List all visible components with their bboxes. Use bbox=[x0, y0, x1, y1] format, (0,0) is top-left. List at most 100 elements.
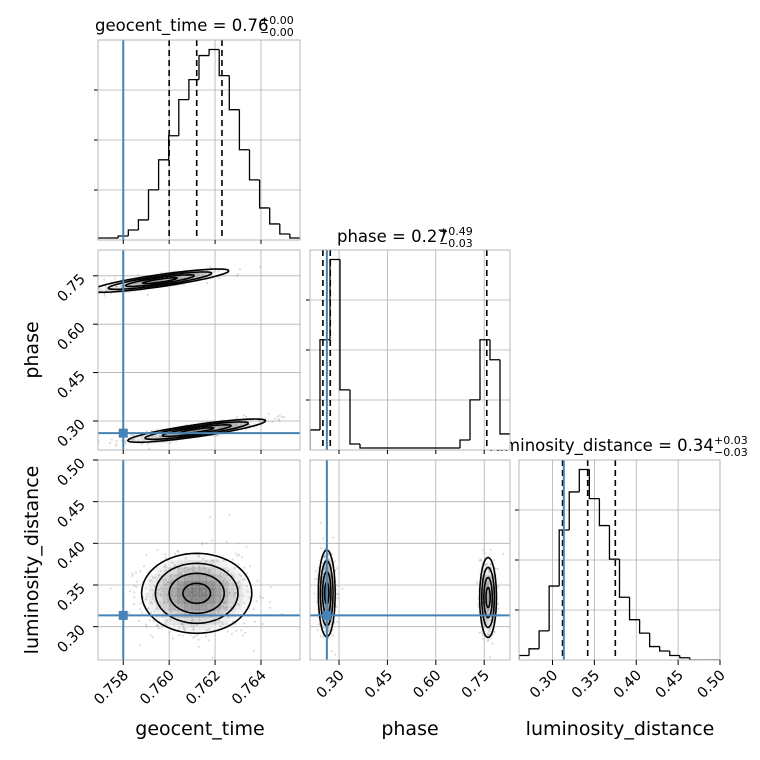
sample-point-1-139 bbox=[198, 579, 201, 582]
sample-point-2-260 bbox=[323, 566, 326, 569]
sample-point-1-582 bbox=[194, 635, 197, 638]
sample-point-1-541 bbox=[174, 598, 177, 602]
sample-point-2-174 bbox=[322, 636, 325, 639]
sample-point-1-203 bbox=[206, 583, 209, 586]
sample-point-1-206 bbox=[184, 593, 188, 596]
sample-point-1-92 bbox=[218, 584, 221, 587]
svg-text:−0.00: −0.00 bbox=[260, 26, 294, 39]
sample-point-1-402 bbox=[202, 590, 205, 593]
density-cell-1-20-6 bbox=[242, 610, 250, 618]
sample-point-2-523 bbox=[327, 627, 330, 630]
contour-0-1-3 bbox=[126, 418, 267, 444]
sample-point-1-347 bbox=[198, 594, 201, 597]
sample-point-2-586 bbox=[487, 609, 490, 613]
sample-point-1-129 bbox=[164, 563, 167, 567]
sample-point-1-406 bbox=[229, 605, 232, 609]
density-cell-1-11-7 bbox=[177, 602, 185, 611]
sample-point-1-422 bbox=[269, 606, 272, 609]
sample-point-1-216 bbox=[190, 594, 193, 597]
sample-point-1-613 bbox=[217, 620, 221, 623]
density-cell-1-14-7 bbox=[199, 602, 207, 611]
density-cell-2-25-6 bbox=[488, 610, 497, 618]
sample-point-1-173 bbox=[207, 570, 210, 573]
density-cell-2-2-9 bbox=[324, 588, 332, 597]
sample-point-1-351 bbox=[239, 574, 243, 577]
sample-point-2-635 bbox=[496, 584, 500, 587]
sample-point-1-390 bbox=[155, 607, 158, 610]
density-cell-1-14-9 bbox=[199, 588, 207, 597]
sample-point-1-292 bbox=[136, 580, 139, 583]
sample-point-1-219 bbox=[178, 594, 181, 598]
sample-point-1-123 bbox=[211, 598, 214, 601]
hist-bin-geocent-time-13 bbox=[228, 75, 240, 111]
sample-point-1-110 bbox=[147, 607, 150, 610]
hist-panel-geocent-time bbox=[98, 40, 300, 240]
sample-point-1-563 bbox=[165, 624, 168, 627]
sample-point-1-602 bbox=[184, 594, 187, 597]
sample-point-0-223 bbox=[124, 440, 127, 443]
sample-point-1-221 bbox=[227, 616, 230, 619]
sample-point-1-283 bbox=[171, 637, 175, 640]
sample-point-1-66 bbox=[183, 570, 187, 573]
sample-point-2-590 bbox=[486, 597, 489, 600]
sample-point-1-178 bbox=[185, 580, 188, 583]
sample-point-1-386 bbox=[195, 604, 198, 608]
hist-bin-geocent-time-8 bbox=[178, 98, 189, 136]
sample-point-1-566 bbox=[183, 566, 186, 570]
sample-point-1-519 bbox=[159, 593, 162, 596]
sample-point-1-419 bbox=[261, 597, 265, 600]
hist-panel-phase bbox=[310, 250, 510, 450]
sample-point-2-176 bbox=[322, 555, 326, 558]
sample-point-1-38 bbox=[213, 591, 216, 594]
sample-point-2-524 bbox=[486, 601, 489, 604]
sample-point-1-317 bbox=[207, 568, 210, 571]
density-cell-1-16-6 bbox=[213, 610, 222, 618]
sample-point-1-530 bbox=[210, 600, 213, 604]
hist-bin-geocent-time-16 bbox=[258, 179, 270, 209]
sample-point-1-71 bbox=[192, 599, 195, 603]
sample-point-1-320 bbox=[224, 623, 227, 626]
sample-point-1-385 bbox=[202, 589, 205, 592]
sample-point-1-315 bbox=[198, 580, 201, 583]
sample-point-1-476 bbox=[222, 582, 225, 586]
sample-point-0-172 bbox=[202, 274, 205, 277]
sample-point-1-293 bbox=[190, 594, 193, 597]
sample-point-1-200 bbox=[207, 639, 210, 642]
sample-point-1-89 bbox=[190, 588, 193, 591]
sample-point-1-520 bbox=[166, 600, 170, 603]
sample-point-1-222 bbox=[194, 610, 197, 613]
sample-point-2-551 bbox=[502, 552, 505, 556]
hist-bin-luminosity-distance-14 bbox=[659, 646, 670, 652]
sample-point-1-118 bbox=[225, 594, 228, 597]
sample-point-2-627 bbox=[489, 562, 492, 566]
sample-point-1-342 bbox=[156, 624, 159, 627]
density-cell-2-25-12 bbox=[488, 567, 497, 575]
density-cell-1-18-8 bbox=[227, 595, 236, 604]
sample-point-1-246 bbox=[169, 609, 172, 612]
sample-point-1-345 bbox=[227, 583, 231, 586]
sample-point-1-122 bbox=[237, 553, 241, 557]
sample-point-1-10 bbox=[238, 586, 241, 589]
sample-point-1-176 bbox=[197, 554, 200, 557]
sample-point-2-594 bbox=[486, 590, 490, 593]
sample-point-1-147 bbox=[178, 568, 181, 571]
sample-point-1-270 bbox=[197, 596, 200, 599]
sample-point-2-636 bbox=[335, 583, 339, 587]
sample-point-1-72 bbox=[182, 600, 185, 603]
sample-point-1-414 bbox=[208, 584, 211, 587]
sample-point-1-280 bbox=[203, 591, 206, 594]
sample-point-1-229 bbox=[199, 567, 202, 570]
sample-point-1-44 bbox=[181, 604, 185, 607]
sample-point-1-321 bbox=[188, 587, 191, 590]
density-cell-1-7-6 bbox=[148, 610, 157, 618]
sample-point-0-25 bbox=[204, 272, 207, 275]
sample-point-1-598 bbox=[209, 583, 212, 586]
density-cell-1-19-10 bbox=[235, 581, 243, 589]
scatter-panel-geocent-time-vs-luminosity-distance bbox=[98, 460, 300, 660]
hist-bin-geocent-time-0 bbox=[98, 237, 109, 240]
sample-point-1-255 bbox=[205, 559, 208, 563]
sample-point-2-543 bbox=[496, 603, 500, 606]
sample-point-1-645 bbox=[240, 556, 244, 559]
hist-bin-luminosity-distance-6 bbox=[578, 468, 590, 492]
sample-point-2-217 bbox=[475, 581, 479, 585]
